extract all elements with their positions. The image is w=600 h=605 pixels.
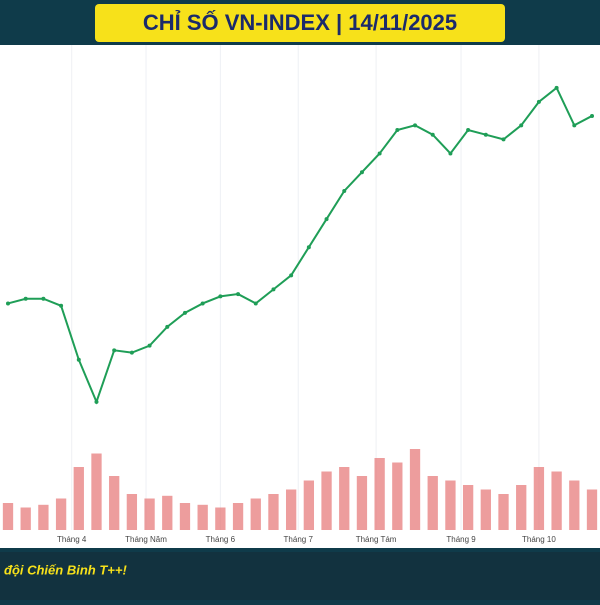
x-tick-label: Tháng 10	[522, 535, 556, 544]
volume-bar	[339, 467, 350, 530]
price-point	[590, 113, 594, 118]
x-tick-label: Tháng 9	[446, 535, 476, 544]
x-tick-label: Tháng Tám	[356, 535, 397, 544]
price-point	[289, 273, 294, 278]
price-point	[271, 287, 276, 292]
x-tick-label: Tháng Năm	[125, 535, 167, 544]
volume-bar	[55, 498, 67, 530]
volume-bar	[285, 489, 297, 530]
volume-bar	[498, 494, 509, 530]
price-point	[466, 128, 471, 132]
volume-bar	[268, 494, 279, 530]
price-point	[218, 294, 223, 299]
volume-bar	[250, 498, 261, 530]
chart-title: CHỈ SỐ VN-INDEX | 14/11/2025	[143, 9, 457, 35]
price-point	[448, 151, 453, 156]
volume-bar	[427, 476, 438, 530]
footer-text: đội Chiến Binh T++!	[4, 562, 127, 577]
volume-bar	[462, 485, 474, 530]
volume-bar	[392, 462, 403, 530]
price-point	[483, 132, 488, 137]
price-point	[41, 296, 46, 301]
volume-bar	[409, 449, 421, 530]
footer-strip	[0, 552, 600, 600]
price-point	[536, 99, 541, 104]
price-point	[182, 310, 187, 315]
volume-bar	[144, 498, 155, 530]
volume-bar	[91, 453, 102, 530]
price-line	[7, 86, 593, 405]
volume-bar	[215, 507, 226, 530]
price-point	[59, 303, 64, 308]
price-point	[236, 292, 241, 297]
volume-bar	[179, 503, 191, 530]
volume-bar	[356, 476, 368, 530]
volume-bar	[2, 503, 14, 530]
price-point	[129, 350, 134, 355]
price-point	[253, 301, 258, 306]
volume-bar	[569, 480, 580, 530]
price-point	[6, 301, 10, 306]
volume-bar	[126, 494, 138, 530]
volume-bar	[20, 507, 31, 530]
price-point	[377, 151, 382, 156]
price-point	[519, 123, 524, 128]
price-point	[430, 132, 435, 137]
volume-bar	[533, 467, 545, 530]
price-point	[501, 137, 506, 142]
price-point	[572, 123, 577, 128]
price-point	[554, 85, 559, 90]
price-point	[112, 348, 117, 353]
plot-background	[0, 45, 600, 548]
volume-bar	[374, 458, 385, 530]
x-tick-label: Tháng 7	[284, 535, 314, 544]
price-point	[306, 245, 311, 250]
volume-bar	[109, 476, 120, 530]
volume-bar	[197, 504, 208, 530]
x-tick-label: Tháng 4	[57, 535, 87, 544]
volume-bar	[303, 480, 315, 530]
volume-bar	[586, 489, 598, 530]
volume-bar	[162, 495, 173, 530]
volume-bar	[516, 485, 527, 530]
price-point	[342, 188, 347, 193]
volume-bar	[445, 480, 456, 530]
price-point	[413, 123, 418, 128]
volume-bar	[73, 467, 84, 530]
price-point	[200, 301, 205, 306]
price-point	[76, 357, 81, 362]
price-point	[94, 399, 99, 404]
volume-bar	[38, 504, 49, 530]
price-point	[23, 296, 28, 301]
price-point	[324, 217, 329, 222]
volume-bar	[232, 503, 244, 530]
volume-bar	[321, 471, 332, 530]
volume-bar	[480, 489, 491, 530]
volume-bar	[551, 471, 562, 530]
price-point	[147, 343, 152, 348]
price-point	[165, 324, 170, 329]
price-point	[395, 128, 400, 132]
x-tick-label: Tháng 6	[206, 535, 236, 544]
price-point	[359, 170, 364, 175]
title-banner	[95, 4, 505, 42]
